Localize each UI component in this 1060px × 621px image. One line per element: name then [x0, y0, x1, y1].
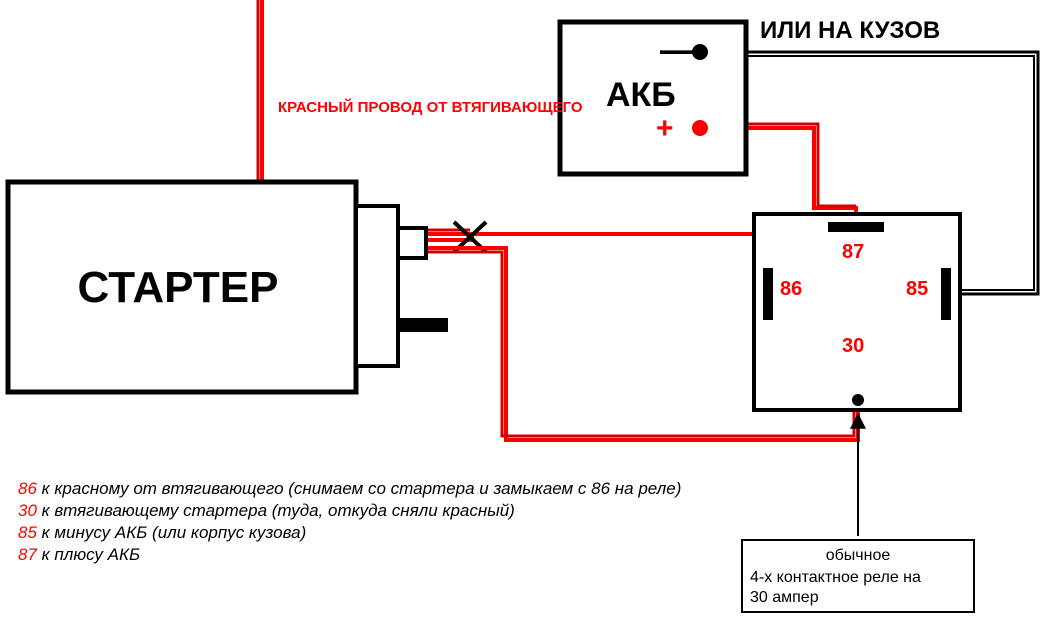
legend-text: к плюсу АКБ	[37, 545, 140, 564]
legend-pin-num: 30	[18, 501, 37, 520]
relay-pin-87-label: 87	[842, 241, 864, 263]
battery-plus-terminal	[692, 120, 708, 136]
legend-row: 87 к плюсу АКБ	[18, 545, 140, 564]
legend-pin-num: 86	[18, 479, 37, 498]
relay-pin-30	[852, 394, 864, 406]
legend-pin-num: 87	[18, 545, 37, 564]
battery-plus-sign: +	[656, 112, 674, 145]
legend-text: к минусу АКБ (или корпус кузова)	[37, 523, 306, 542]
relay-note-line3: 30 ампер	[750, 589, 819, 606]
legend-row: 85 к минусу АКБ (или корпус кузова)	[18, 523, 306, 542]
battery-label: АКБ	[606, 76, 676, 114]
battery-minus-sign: —	[660, 29, 696, 70]
chassis-label: ИЛИ НА КУЗОВ	[760, 17, 940, 44]
relay-note-line2: 4-х контактное реле на	[750, 569, 921, 586]
starter-bar	[398, 318, 448, 332]
wire-red-to-86	[466, 234, 772, 292]
relay-pin-86-label: 86	[780, 278, 802, 300]
legend-text: к втягивающему стартера (туда, откуда сн…	[37, 501, 515, 520]
relay-pin-30-label: 30	[842, 335, 864, 357]
solenoid-wire-label: КРАСНЫЙ ПРОВОД ОТ ВТЯГИВАЮЩЕГО	[278, 98, 583, 116]
legend-text: к красному от втягивающего (снимаем со с…	[37, 479, 681, 498]
legend-pin-num: 85	[18, 523, 37, 542]
relay-note-line1: обычное	[826, 547, 891, 564]
legend-row: 30 к втягивающему стартера (туда, откуда…	[18, 501, 515, 520]
starter-stub	[356, 206, 398, 366]
legend-row: 86 к красному от втягивающего (снимаем с…	[18, 479, 681, 498]
relay-pin-85-label: 85	[906, 278, 928, 300]
starter-label: СТАРТЕР	[78, 263, 279, 312]
starter-solenoid-terminal	[398, 228, 426, 258]
